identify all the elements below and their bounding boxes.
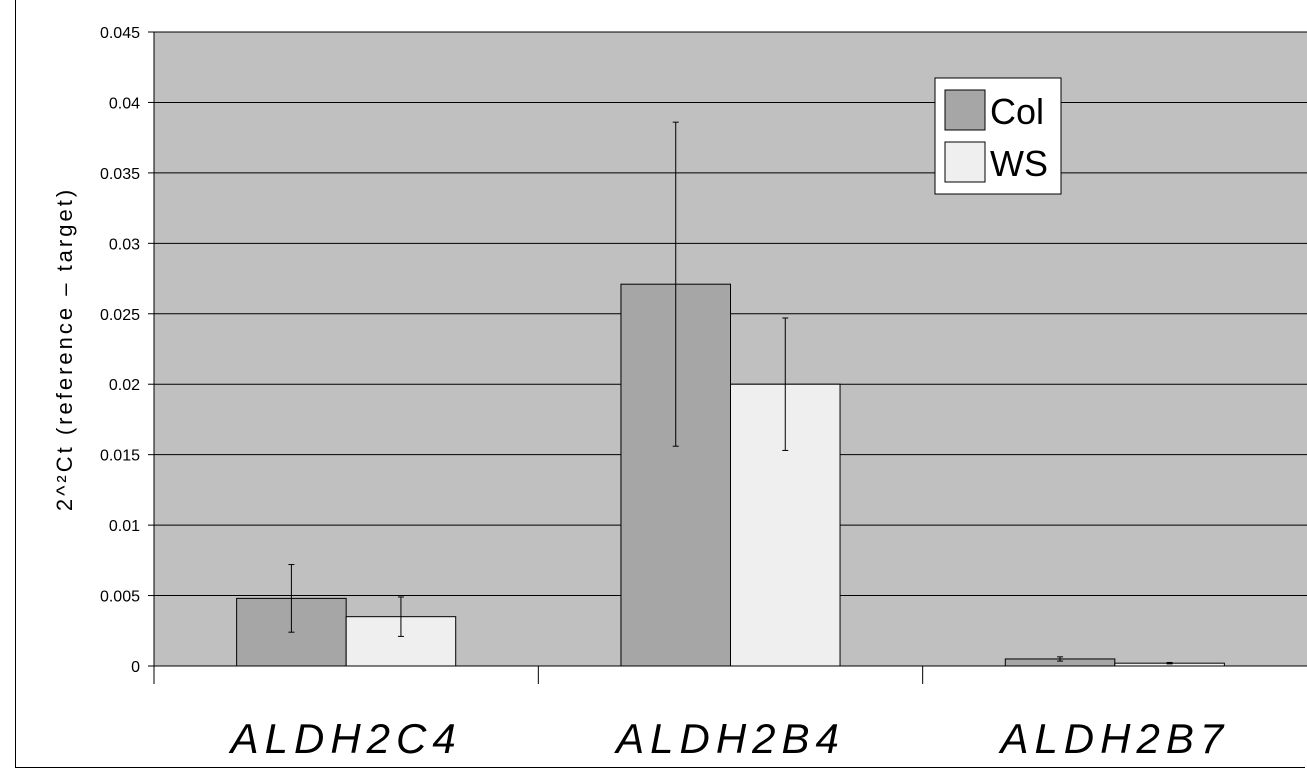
x-category-labels: ALDH2C4 ALDH2B4 ALDH2B7 — [228, 715, 1229, 762]
y-tick-label: 0.02 — [109, 377, 140, 394]
y-tick-label: 0.03 — [109, 236, 140, 253]
y-tick-label: 0.04 — [109, 95, 140, 112]
y-tick-label: 0.015 — [100, 448, 140, 465]
legend: Col WS — [934, 77, 1062, 195]
y-axis-title: 2^²Ct (reference – target) — [52, 187, 77, 511]
axes — [153, 32, 1307, 684]
error-bars — [288, 121, 1173, 665]
x-category-label: ALDH2B4 — [613, 715, 845, 762]
y-tick-label: 0.01 — [109, 518, 140, 535]
y-tick-label: 0.005 — [100, 589, 140, 606]
legend-label-col: Col — [990, 91, 1044, 132]
y-tick-label: 0 — [131, 659, 140, 676]
y-tick-labels: 0 0.005 0.01 0.015 0.02 0.025 0.03 0.035 0.04 0.0… — [100, 25, 140, 676]
y-tick-label: 0.035 — [100, 166, 140, 183]
x-category-label: ALDH2B7 — [997, 715, 1229, 762]
legend-label-ws: WS — [990, 143, 1048, 184]
y-tick-label: 0.025 — [100, 307, 140, 324]
x-category-label: ALDH2C4 — [228, 715, 462, 762]
bars — [236, 283, 1225, 667]
legend-swatch-col — [944, 89, 986, 131]
legend-swatch-ws — [944, 141, 986, 183]
y-tick-label: 0.045 — [100, 25, 140, 42]
